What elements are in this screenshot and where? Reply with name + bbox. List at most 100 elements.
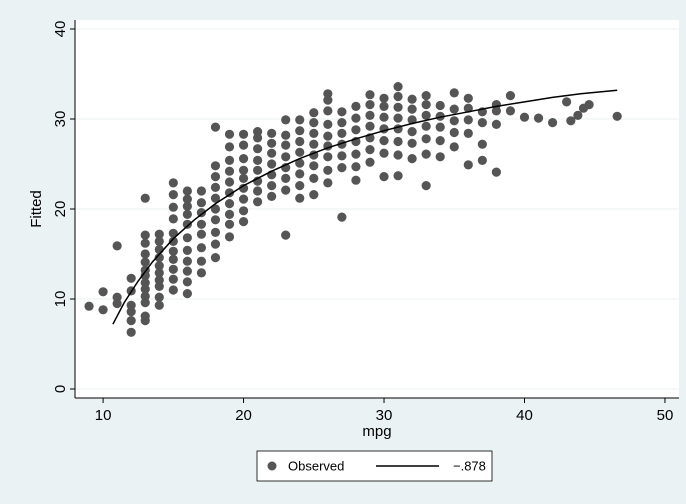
data-point-182: [407, 104, 417, 114]
fit-line: [112, 89, 618, 325]
data-point-79: [224, 188, 235, 198]
data-point-186: [421, 134, 431, 144]
data-point-205: [463, 93, 473, 103]
data-point-151: [351, 149, 361, 159]
data-point-199: [449, 104, 459, 114]
data-point-75: [224, 232, 235, 242]
data-point-203: [463, 115, 473, 125]
data-point-188: [421, 110, 431, 120]
data-point-123: [295, 126, 305, 136]
data-point-204: [463, 103, 473, 113]
data-point-92: [238, 140, 249, 150]
data-point-35: [168, 285, 178, 295]
data-point-153: [351, 125, 361, 135]
data-point-133: [323, 178, 333, 188]
data-point-187: [421, 121, 431, 131]
data-point-52: [182, 219, 192, 229]
data-point-179: [407, 138, 417, 148]
data-point-157: [365, 145, 375, 155]
data-point-6: [126, 327, 136, 337]
data-point-177: [393, 82, 403, 92]
data-point-30: [154, 261, 164, 271]
data-point-99: [253, 144, 263, 154]
data-point-190: [421, 91, 431, 101]
data-point-162: [365, 90, 375, 100]
data-point-213: [491, 100, 501, 110]
data-point-11: [126, 273, 136, 283]
data-point-156: [365, 157, 375, 167]
data-point-59: [196, 243, 207, 253]
data-point-24: [140, 193, 150, 203]
data-point-37: [168, 264, 178, 274]
data-point-39: [168, 246, 178, 256]
data-point-172: [393, 136, 403, 147]
x-tick-label-10: 10: [95, 407, 112, 424]
data-point-130: [309, 128, 319, 138]
data-point-36: [168, 274, 178, 284]
data-point-71: [210, 182, 221, 192]
legend-fit-label: −.878: [453, 459, 486, 474]
data-point-86: [238, 206, 249, 216]
data-point-17: [140, 278, 150, 288]
data-point-180: [407, 127, 417, 137]
data-point-125: [309, 190, 319, 200]
data-point-69: [210, 204, 221, 214]
data-point-142: [337, 212, 347, 222]
legend: Observed −.878: [256, 450, 493, 482]
data-point-122: [295, 136, 305, 147]
data-point-220: [566, 116, 576, 126]
data-point-159: [365, 121, 375, 131]
data-point-32: [154, 244, 164, 255]
data-point-160: [365, 110, 375, 120]
data-point-115: [281, 130, 291, 140]
data-point-58: [196, 256, 207, 266]
y-tick-label-20: 20: [52, 201, 69, 218]
data-point-114: [281, 140, 291, 150]
data-point-8: [126, 307, 136, 317]
data-point-85: [238, 217, 249, 227]
data-point-45: [168, 178, 178, 188]
x-tick-label-40: 40: [516, 407, 533, 424]
data-point-181: [407, 115, 417, 125]
data-point-72: [210, 172, 221, 182]
data-point-207: [477, 139, 487, 149]
data-point-2: [98, 287, 108, 297]
data-point-28: [154, 275, 164, 285]
y-tick-label-30: 30: [52, 111, 69, 128]
data-point-120: [295, 158, 305, 168]
data-point-198: [449, 116, 459, 126]
data-point-206: [477, 155, 487, 165]
x-tick-label-20: 20: [235, 407, 252, 424]
data-point-171: [393, 150, 403, 160]
data-point-214: [505, 106, 516, 116]
data-point-43: [168, 202, 178, 212]
data-point-25: [154, 300, 164, 310]
data-point-202: [463, 128, 473, 138]
data-point-111: [281, 173, 291, 183]
data-point-195: [435, 100, 445, 111]
data-point-137: [323, 131, 333, 141]
data-point-149: [351, 175, 361, 185]
data-point-161: [365, 100, 375, 110]
data-point-150: [351, 162, 361, 172]
data-point-90: [238, 165, 249, 175]
data-point-224: [612, 111, 622, 121]
data-point-134: [323, 165, 333, 175]
data-point-100: [253, 133, 263, 143]
data-point-54: [182, 201, 192, 211]
data-point-155: [351, 101, 361, 111]
data-point-217: [533, 113, 544, 123]
data-point-88: [238, 183, 249, 193]
data-point-170: [393, 171, 403, 181]
data-point-208: [477, 118, 487, 128]
data-point-81: [224, 166, 235, 176]
data-point-141: [323, 89, 333, 99]
data-point-212: [491, 106, 501, 116]
data-point-80: [224, 177, 235, 187]
data-point-84: [224, 129, 235, 139]
data-point-221: [573, 110, 583, 120]
legend-box: [256, 450, 493, 482]
data-point-21: [140, 249, 150, 259]
data-point-185: [421, 149, 431, 159]
